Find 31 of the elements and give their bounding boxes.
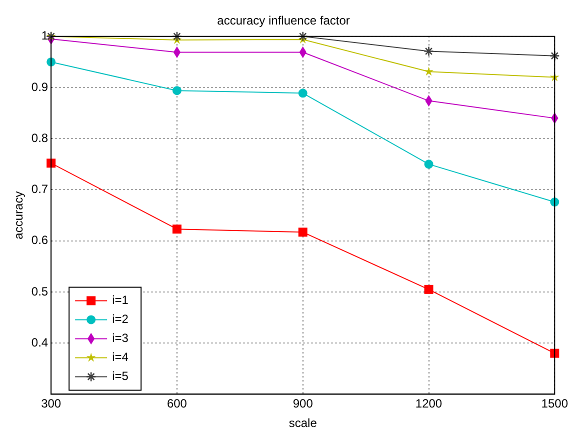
point [172,86,182,96]
y-tick-label: 0.7 [31,182,48,196]
x-tick-label: 300 [41,396,62,411]
x-tick-label: 1500 [541,396,568,411]
point [424,160,434,169]
y-tick-label: 0.8 [31,130,48,145]
chart-title: accuracy influence factor [217,14,350,28]
x-tick-label: 600 [166,396,188,411]
y-tick-label: 0.4 [31,335,48,350]
point [298,31,308,42]
point [172,31,182,42]
point [424,66,434,76]
point [172,224,182,234]
y-tick-label: 0.9 [31,80,48,94]
x-axis-title: scale [288,416,318,430]
point [298,88,308,98]
legend-label: i=3 [112,331,129,346]
legend-label: i=5 [112,369,129,384]
legend-label: i=4 [112,350,129,364]
point [424,46,434,56]
x-tick-label: 1200 [415,396,442,411]
point [424,284,434,294]
point [550,50,560,61]
x-tick-label: 900 [292,396,314,411]
point [298,228,308,237]
legend-label: i=2 [112,312,129,326]
y-tick-label: 0.5 [31,284,48,298]
y-axis-title: accuracy [12,191,26,240]
y-tick-label: 0.6 [31,233,48,248]
y-tick-label: 1 [41,28,48,43]
legend-label: i=1 [112,293,129,308]
